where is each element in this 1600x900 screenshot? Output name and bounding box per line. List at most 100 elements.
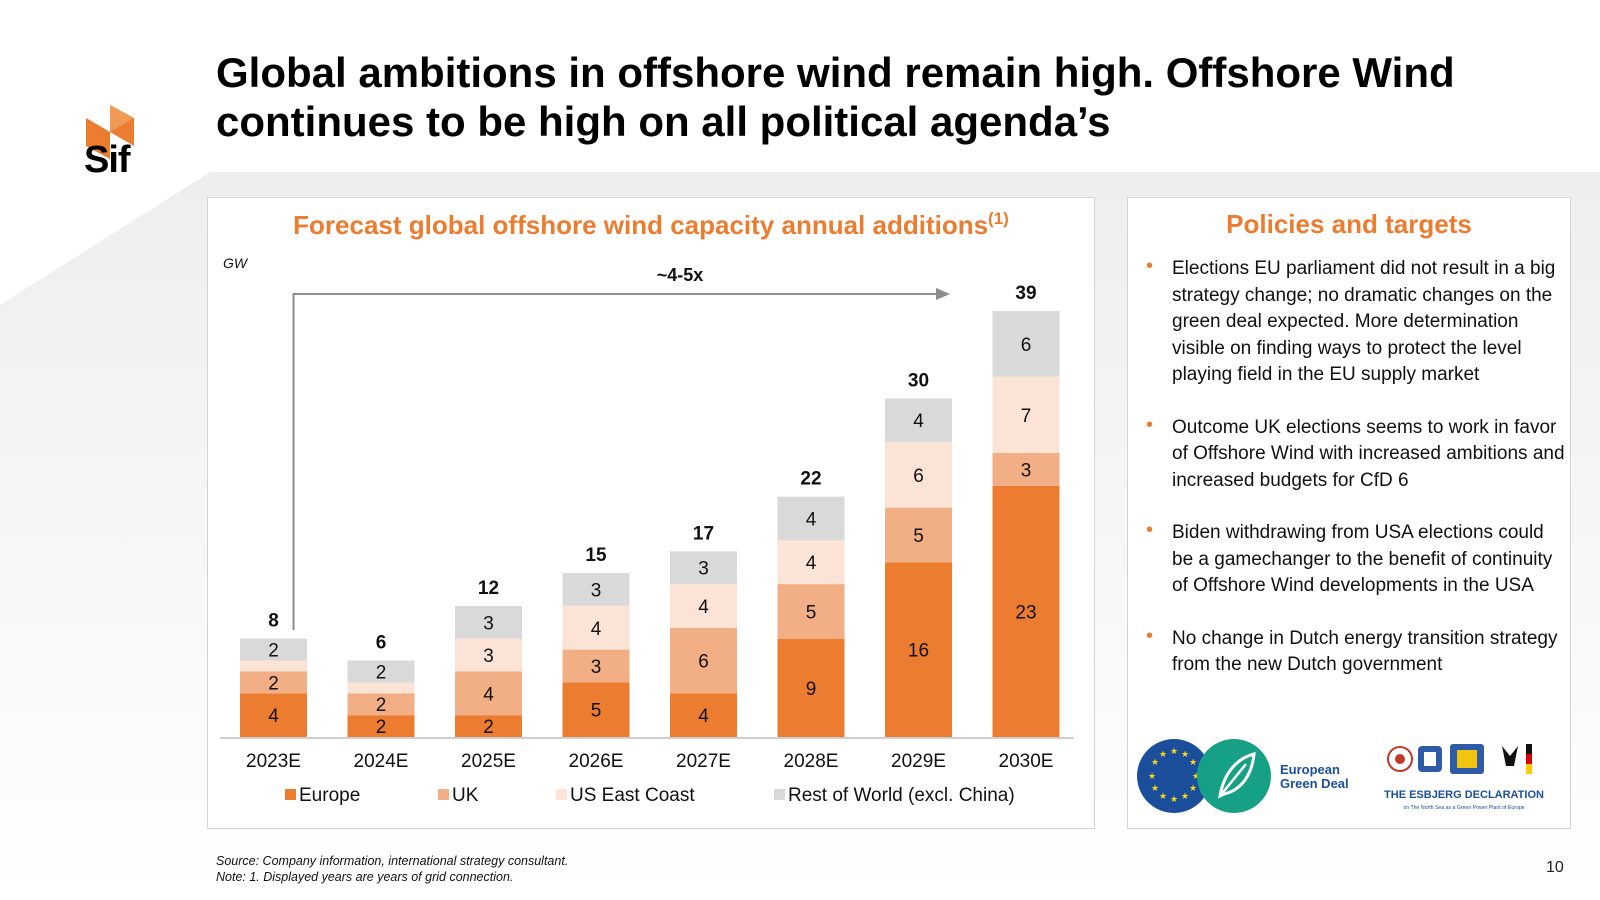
footnote-note: Note: 1. Displayed years are years of gr… bbox=[216, 870, 514, 884]
chart-title-superscript: (1) bbox=[988, 209, 1009, 228]
legend-label: Rest of World (excl. China) bbox=[788, 785, 1015, 806]
bar-segment bbox=[562, 649, 630, 683]
bar-segment bbox=[240, 671, 307, 694]
svg-text:★: ★ bbox=[1192, 772, 1200, 782]
bar-segment bbox=[777, 540, 845, 585]
policy-item: • Biden withdrawing from USA elections co… bbox=[1146, 519, 1553, 596]
bar-segment bbox=[885, 398, 952, 443]
bar-segment bbox=[562, 682, 630, 737]
policy-item: • Elections EU parliament did not result … bbox=[1146, 255, 1556, 385]
policy-item: • No change in Dutch energy transition st… bbox=[1146, 624, 1558, 676]
bar-segment bbox=[455, 605, 522, 639]
growth-arrow-head-icon bbox=[936, 288, 950, 300]
bullet-icon: • bbox=[1146, 624, 1154, 647]
bar-segment bbox=[885, 507, 952, 563]
legend-label: UK bbox=[452, 785, 479, 806]
bar-segment bbox=[777, 496, 845, 541]
esbjerg-emblems-icon bbox=[1387, 744, 1532, 774]
legend-swatch bbox=[438, 789, 449, 800]
x-tick-label: 2025E bbox=[461, 751, 516, 772]
bar-total-label: 6 bbox=[376, 633, 387, 654]
green-deal-text-line1: European bbox=[1280, 762, 1340, 777]
svg-text:★: ★ bbox=[1189, 758, 1197, 768]
bar-segment bbox=[885, 442, 952, 508]
segment-label: 9 bbox=[806, 679, 817, 700]
y-axis-label: GW bbox=[223, 255, 249, 271]
bar-total-label: 39 bbox=[1015, 283, 1036, 304]
page-title: Global ambitions in offshore wind remain… bbox=[216, 49, 1455, 145]
bar-segment bbox=[240, 660, 307, 672]
segment-label: 2 bbox=[376, 717, 387, 738]
bar-segment bbox=[347, 715, 415, 737]
bar-segment bbox=[670, 693, 737, 737]
segment-label: 5 bbox=[913, 526, 924, 547]
svg-text:★: ★ bbox=[1151, 758, 1159, 768]
footnote: Source: Company information, internation… bbox=[216, 853, 568, 885]
bar-segment bbox=[455, 715, 522, 737]
legend-swatch bbox=[556, 789, 567, 800]
policies-title: Policies and targets bbox=[1226, 209, 1472, 239]
footnote-source: Source: Company information, internation… bbox=[216, 854, 569, 868]
legend-swatch bbox=[285, 789, 296, 800]
policy-item: • Outcome UK elections seems to work in f… bbox=[1146, 413, 1565, 491]
segment-label: 3 bbox=[483, 613, 494, 634]
segment-label: 16 bbox=[908, 641, 929, 662]
segment-label: 4 bbox=[483, 684, 494, 705]
segment-label: 6 bbox=[698, 652, 709, 673]
x-tick-label: 2029E bbox=[891, 751, 946, 772]
segment-label: 6 bbox=[913, 466, 924, 487]
bar-segment bbox=[992, 311, 1060, 377]
bar-segment bbox=[670, 584, 737, 628]
bar-segment bbox=[777, 584, 845, 639]
logo-text: Sif bbox=[84, 139, 131, 181]
segment-label: 6 bbox=[1021, 335, 1032, 356]
bar-segment bbox=[240, 638, 307, 661]
segment-label: 2 bbox=[376, 662, 387, 683]
green-deal-leaf-icon bbox=[1197, 739, 1271, 813]
bar-segment bbox=[992, 453, 1060, 486]
chart-title: Forecast global offshore wind capacity a… bbox=[293, 209, 1009, 240]
segment-label: 2 bbox=[268, 641, 279, 662]
bar-total-label: 15 bbox=[585, 545, 607, 566]
bar-segment bbox=[455, 638, 522, 672]
segment-label: 4 bbox=[698, 706, 709, 727]
sif-logo-icon bbox=[86, 105, 134, 159]
segment-label: 7 bbox=[1021, 406, 1032, 427]
esbjerg-subtitle: on The North Sea as a Green Power Plant … bbox=[1403, 805, 1524, 811]
bar-segment bbox=[777, 638, 845, 737]
svg-text:★: ★ bbox=[1159, 750, 1167, 760]
segment-label: 3 bbox=[591, 657, 602, 678]
bar-total-label: 12 bbox=[478, 578, 499, 599]
growth-arrow-line bbox=[292, 293, 938, 630]
x-tick-label: 2023E bbox=[246, 751, 301, 772]
chart-panel: Forecast global offshore wind capacity a… bbox=[207, 197, 1095, 829]
legend-swatch bbox=[774, 789, 785, 800]
bullet-icon: • bbox=[1146, 413, 1154, 436]
bar-segment bbox=[670, 551, 737, 585]
bar-segment bbox=[562, 573, 630, 606]
svg-text:★: ★ bbox=[1159, 792, 1167, 802]
svg-text:★: ★ bbox=[1189, 784, 1197, 794]
segment-label: 4 bbox=[806, 553, 817, 574]
bar-segment bbox=[240, 693, 307, 737]
bar-total-label: 17 bbox=[693, 523, 714, 544]
x-tick-label: 2024E bbox=[354, 751, 409, 772]
bar-segment bbox=[992, 376, 1060, 453]
svg-text:★: ★ bbox=[1148, 772, 1156, 782]
svg-text:★: ★ bbox=[1170, 795, 1178, 805]
segment-label: 3 bbox=[1021, 460, 1032, 481]
legend-label: US East Coast bbox=[570, 785, 695, 806]
x-tick-label: 2030E bbox=[999, 751, 1054, 772]
bar-segment bbox=[670, 627, 737, 694]
svg-text:★: ★ bbox=[1170, 747, 1178, 757]
growth-annotation: ~4-5x bbox=[657, 265, 704, 285]
bar-segment bbox=[347, 682, 415, 694]
policies-panel: Policies and targets • Elections EU parli… bbox=[1127, 197, 1571, 829]
svg-text:★: ★ bbox=[1151, 784, 1159, 794]
bar-segment bbox=[885, 562, 952, 737]
segment-label: 4 bbox=[806, 510, 817, 531]
page-number: 10 bbox=[1546, 859, 1564, 876]
segment-label: 2 bbox=[268, 673, 279, 694]
bar-segment bbox=[347, 693, 415, 716]
policy-logos: ★ ★★ ★★★ ★★★ ★★★ European Green Deal bbox=[1137, 739, 1544, 813]
